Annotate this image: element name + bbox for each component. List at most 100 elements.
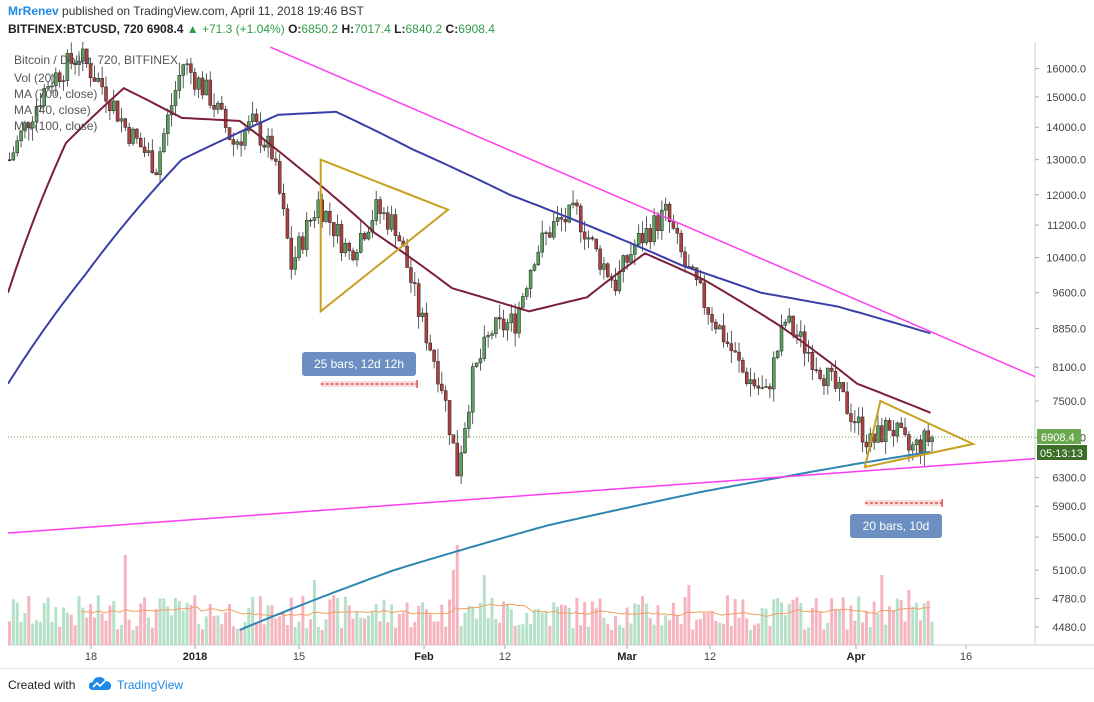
trendlines[interactable] [8, 46, 1039, 534]
candle-body [636, 233, 641, 246]
volume-bar [189, 604, 193, 645]
volume-bar [710, 610, 714, 645]
price-axis[interactable]: 16000.0 15000.0 14000.0 13000.0 12000.0 11200… [1035, 64, 1086, 634]
volume-bar [641, 596, 645, 645]
volume-bar [907, 590, 911, 645]
triangle-pattern[interactable] [863, 399, 977, 469]
tradingview-link[interactable]: TradingView [117, 678, 184, 692]
volume-bar [282, 611, 286, 645]
volume-bar [19, 621, 23, 645]
volume-bar [224, 612, 228, 645]
volume-bar [177, 600, 181, 645]
volume-bar [756, 623, 760, 645]
volume-bar [58, 626, 62, 645]
y-tick-label: 16000.0 [1046, 64, 1086, 76]
volume-bar [143, 597, 147, 645]
candle-body [250, 113, 255, 122]
measure-ranges[interactable]: 25 bars, 12d 12h 20 bars, 10d [302, 352, 942, 538]
chart-header: MrRenev published on TradingView.com, Ap… [0, 0, 1094, 42]
volume-bar [363, 618, 367, 645]
candle-body [640, 233, 645, 244]
candle-body [829, 367, 834, 372]
candle-body [698, 279, 703, 284]
tradingview-cloud-icon[interactable] [88, 675, 112, 693]
volume-bar [532, 609, 536, 645]
plot-area[interactable] [8, 42, 1035, 645]
volume-bar [235, 628, 239, 645]
trendline[interactable] [270, 46, 1038, 378]
volume-bar [301, 595, 305, 645]
volume-bar [702, 612, 706, 645]
ma700-line[interactable] [239, 450, 931, 631]
candle-body [297, 236, 301, 258]
volume-bar [475, 618, 479, 645]
volume-bar [243, 621, 247, 645]
volume-bar [579, 625, 583, 645]
candle-body [424, 312, 429, 344]
volume-bar [656, 605, 660, 645]
volume-bar [228, 604, 232, 645]
candle-body [347, 242, 351, 252]
volume-bar [891, 610, 895, 645]
volume-bar [895, 598, 899, 645]
volume-bar [459, 625, 463, 645]
volume-bar [297, 621, 301, 645]
volume-bar [166, 606, 170, 645]
candle-body [826, 367, 830, 386]
y-tick-label: 7500.0 [1052, 396, 1086, 408]
volume-bar [737, 617, 741, 645]
candle-body [19, 130, 23, 142]
candle-body [791, 315, 795, 336]
candle-body [254, 113, 259, 123]
candle-body [617, 271, 622, 292]
close-value: 6908.4 [458, 22, 495, 36]
candle-body [212, 105, 216, 110]
candle-body [555, 217, 560, 222]
volume-bar [884, 624, 888, 645]
volume-bar [683, 596, 687, 645]
range2-label: 20 bars, 10d [863, 519, 930, 533]
candle-body [486, 335, 490, 338]
volume-bar [648, 618, 652, 645]
candle-body [741, 360, 745, 373]
time-axis[interactable]: 18 2018 15 Feb 12 Mar 12 Apr 16 [85, 645, 972, 663]
candle-body [841, 382, 846, 393]
volume-bar [783, 615, 787, 645]
candle-body [324, 211, 328, 222]
candle-body [930, 436, 934, 442]
volume-bar [602, 617, 606, 645]
volume-bar [652, 624, 656, 645]
ma40-line[interactable] [8, 87, 931, 414]
volume-bar [803, 629, 807, 645]
candle-body [856, 416, 861, 424]
candle-body [505, 322, 510, 331]
candle-body [38, 105, 43, 107]
volume-bar [316, 626, 320, 645]
price-chart[interactable]: Bitcoin / Dollar, 720, BITFINEX Vol (20)… [0, 42, 1094, 668]
candle-body [158, 151, 162, 176]
candle-body [42, 88, 46, 106]
volume-bar [139, 603, 143, 645]
low-value: 6840.2 [405, 22, 443, 36]
candle-body [196, 77, 201, 90]
volume-bar [440, 604, 444, 645]
volume-bar [104, 620, 108, 645]
volume-bar [590, 601, 594, 645]
ma100-line[interactable] [8, 110, 931, 385]
volume-bar [644, 603, 648, 645]
trendline[interactable] [8, 457, 1039, 534]
candle-body [745, 371, 749, 384]
volume-bar [922, 603, 926, 645]
volume-bar [799, 603, 803, 645]
author-link[interactable]: MrRenev [8, 4, 59, 18]
triangle-pattern[interactable] [319, 158, 450, 314]
volume-bar [745, 618, 749, 645]
volume-bar [220, 624, 224, 645]
volume-bar [490, 597, 494, 645]
legend-title: Bitcoin / Dollar, 720, BITFINEX [14, 53, 178, 67]
volume-bar [112, 600, 116, 645]
candle-body [799, 331, 803, 337]
volume-bar [598, 598, 602, 645]
volume-bar [621, 627, 625, 645]
volume-bar [725, 595, 729, 645]
